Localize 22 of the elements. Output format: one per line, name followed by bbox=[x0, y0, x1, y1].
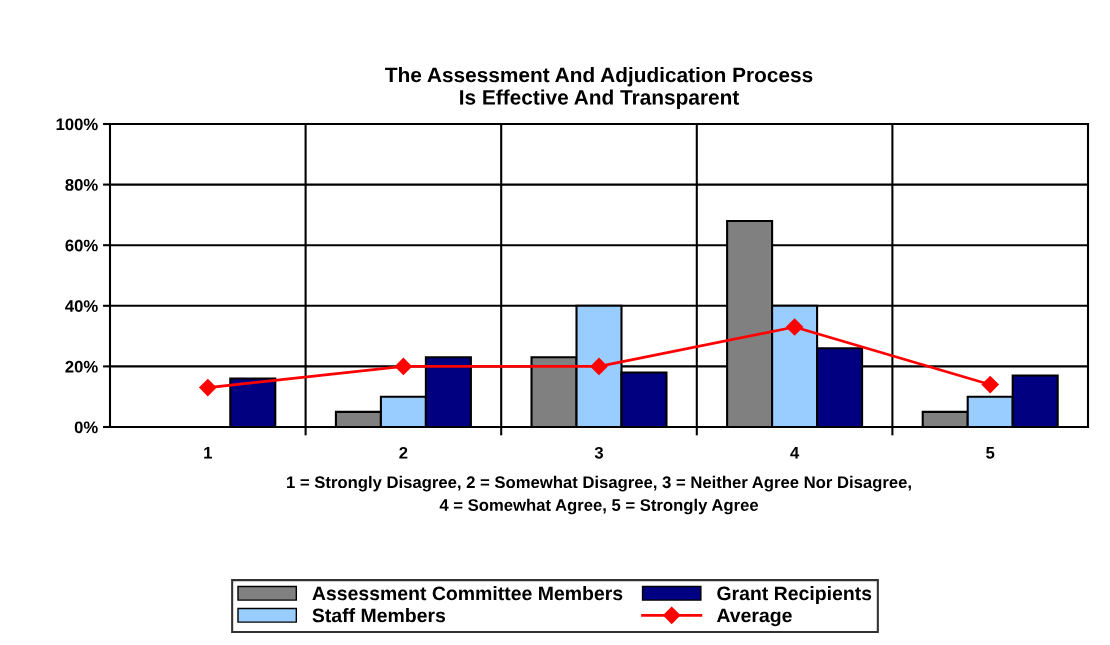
x-tick-label: 2 bbox=[399, 446, 408, 459]
chart-title: The Assessment And Adjudication Process Is Effective And Transparent bbox=[385, 67, 813, 109]
y-tick-label: 40% bbox=[65, 300, 98, 312]
y-tick-label: 80% bbox=[65, 179, 98, 191]
y-tick-label: 60% bbox=[65, 239, 98, 252]
legend-label: Staff Members bbox=[312, 608, 446, 623]
x-tick-label: 5 bbox=[986, 447, 995, 459]
legend-label: Average bbox=[716, 608, 792, 627]
point bbox=[786, 318, 804, 336]
y-tick-label: 0% bbox=[74, 421, 98, 434]
point bbox=[590, 357, 608, 375]
legend-label: Grant Recipients bbox=[717, 585, 872, 605]
x-axis-title: 1 = Strongly Disagree, 2 = Somewhat Disagree, 3 = Neither Agree Nor Disagree, 4 = Somewhat Agree, 5 = Strongly Agree bbox=[287, 475, 911, 515]
x-tick-label: 3 bbox=[594, 446, 604, 459]
x-tick-label: 4 bbox=[790, 447, 800, 459]
y-tick-label: 100% bbox=[56, 118, 98, 131]
x-tick-label: 1 bbox=[204, 447, 212, 459]
point bbox=[199, 379, 217, 397]
point bbox=[394, 357, 412, 375]
legend-label: Assessment Committee Members bbox=[312, 585, 623, 601]
point bbox=[981, 376, 999, 394]
y-tick-label: 20% bbox=[65, 360, 98, 373]
